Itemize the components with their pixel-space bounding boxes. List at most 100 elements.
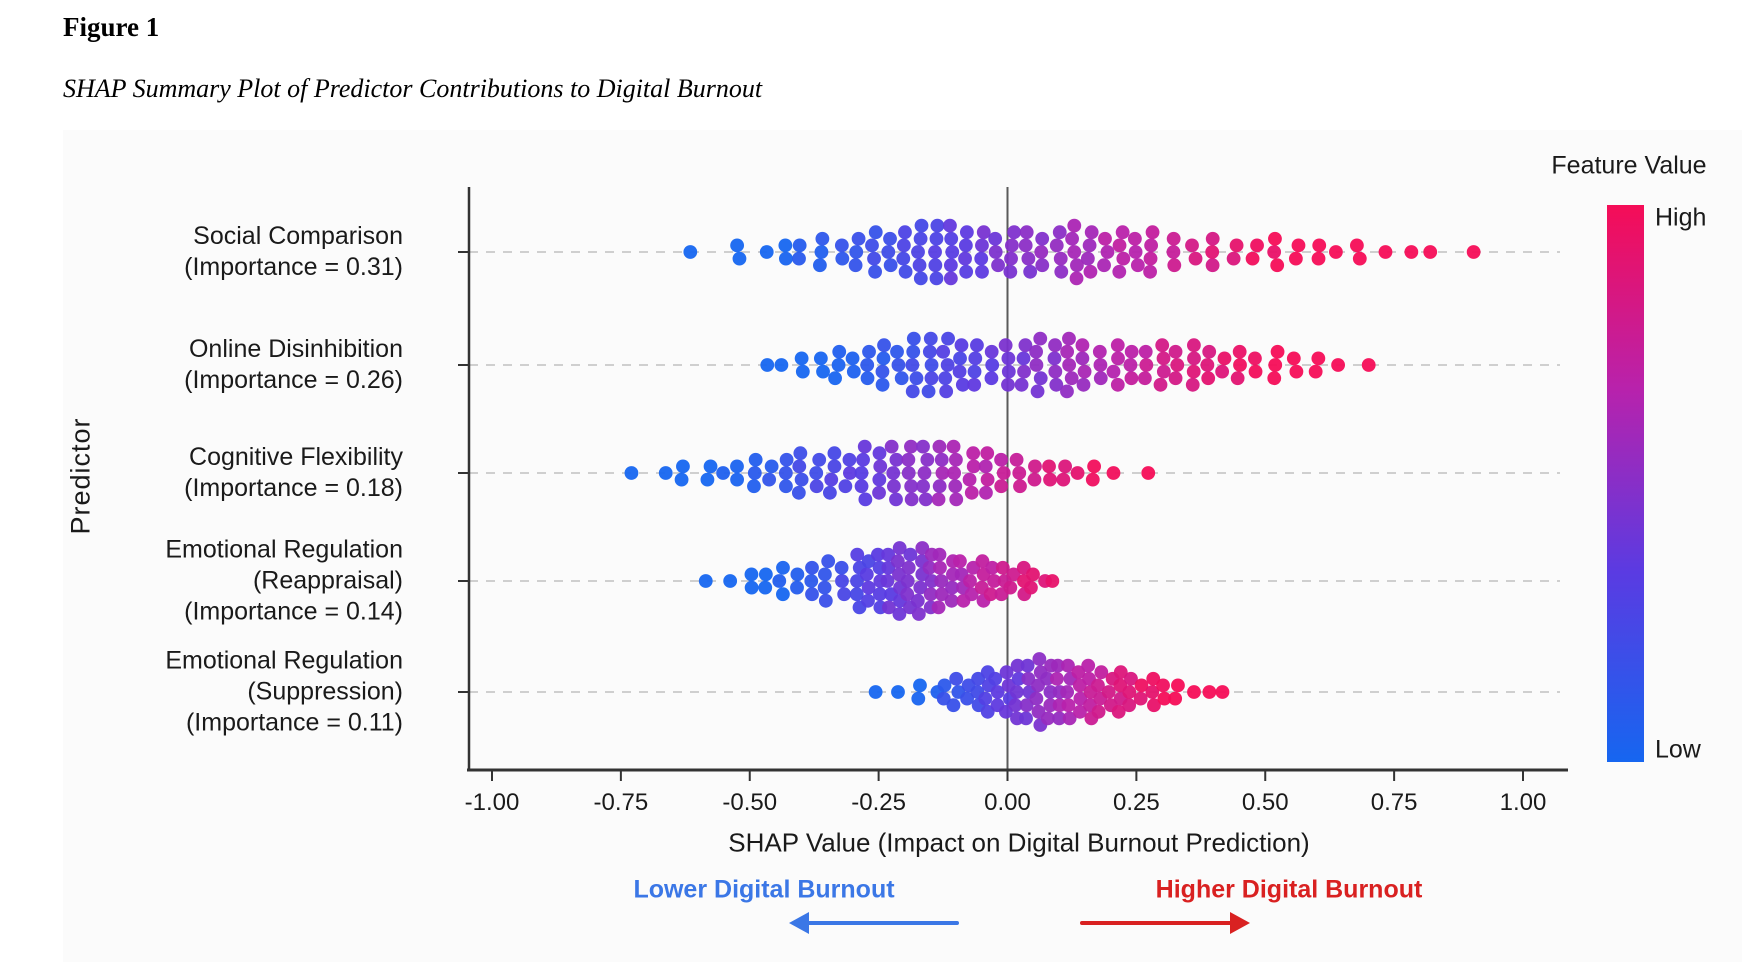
data-point <box>1466 245 1481 259</box>
data-point <box>968 351 983 366</box>
data-point <box>945 245 960 259</box>
data-point <box>1070 466 1085 480</box>
data-point <box>904 479 919 494</box>
data-point <box>1156 364 1171 379</box>
data-point <box>1028 459 1042 474</box>
data-point <box>1202 685 1217 699</box>
data-point <box>778 238 793 253</box>
data-point <box>1091 704 1106 719</box>
data-point <box>1004 251 1018 266</box>
data-point <box>1005 238 1019 253</box>
data-point <box>1082 238 1097 253</box>
data-point <box>889 492 903 507</box>
data-point <box>1267 371 1282 386</box>
data-point <box>904 492 919 507</box>
data-point <box>948 479 963 494</box>
data-point <box>1155 338 1170 353</box>
data-point <box>1052 225 1067 240</box>
data-point <box>985 560 1000 575</box>
data-point <box>1185 238 1199 253</box>
data-point <box>1147 698 1161 713</box>
data-point <box>794 351 809 366</box>
data-point <box>1024 580 1038 595</box>
data-point <box>1145 225 1160 240</box>
predictor-label-1: Online Disinhibition (Importance = 0.26) <box>63 334 403 396</box>
data-point <box>1205 258 1220 273</box>
data-point <box>1217 351 1232 366</box>
data-point <box>1312 238 1327 253</box>
data-point <box>1016 351 1031 366</box>
data-point <box>676 459 690 474</box>
predictor-label-line: (Importance = 0.26) <box>184 366 403 394</box>
data-point <box>959 225 974 240</box>
data-point <box>1017 364 1031 379</box>
data-point <box>932 439 947 454</box>
data-point <box>1060 685 1075 699</box>
data-point <box>881 600 896 615</box>
data-point <box>946 698 961 713</box>
data-point <box>1056 472 1071 487</box>
data-point <box>1311 251 1326 266</box>
data-point <box>1053 251 1068 266</box>
data-point <box>1033 331 1048 346</box>
data-point <box>1308 364 1323 379</box>
data-point <box>814 245 829 259</box>
data-point <box>955 377 970 392</box>
data-point <box>883 258 898 273</box>
data-point <box>1167 258 1182 273</box>
data-point <box>758 567 773 582</box>
data-point <box>1029 358 1044 372</box>
data-point <box>1061 658 1075 673</box>
data-point <box>916 479 930 494</box>
data-point <box>923 587 938 602</box>
data-point <box>1288 251 1303 266</box>
data-point <box>856 452 870 467</box>
data-point <box>1048 338 1062 353</box>
data-point <box>930 218 945 233</box>
data-point <box>1047 351 1062 366</box>
data-point <box>1202 344 1217 359</box>
data-point <box>1049 377 1064 392</box>
data-point <box>1035 231 1050 246</box>
data-point <box>834 560 849 575</box>
data-point <box>1097 258 1111 273</box>
data-point <box>1014 377 1029 392</box>
data-point <box>937 678 952 693</box>
data-point <box>1291 238 1306 253</box>
data-point <box>835 251 850 266</box>
data-point <box>1157 691 1172 706</box>
data-point <box>1166 231 1181 246</box>
data-point <box>1267 245 1282 259</box>
data-point <box>842 452 857 467</box>
data-point <box>929 271 944 286</box>
data-point <box>1080 251 1095 266</box>
data-point <box>960 691 974 706</box>
shap-figure: Predictor Social Comparison (Importance =… <box>63 130 1742 962</box>
data-point <box>703 459 718 474</box>
data-point <box>1112 238 1127 253</box>
data-point <box>1128 245 1143 259</box>
predictor-label-line: Social Comparison <box>193 222 403 250</box>
data-point <box>886 479 901 494</box>
data-point <box>949 452 963 467</box>
data-point <box>946 439 961 454</box>
data-point <box>1106 364 1121 379</box>
data-point <box>1073 691 1088 706</box>
data-point <box>998 338 1013 353</box>
data-point <box>1110 377 1125 392</box>
lower-burnout-annotation: Lower Digital Burnout <box>633 875 895 904</box>
data-point <box>905 358 920 372</box>
data-point <box>1073 704 1087 719</box>
data-point <box>1033 371 1048 386</box>
data-point <box>1029 344 1043 359</box>
data-point <box>1111 351 1125 366</box>
data-point <box>962 472 977 487</box>
data-point <box>1124 371 1139 386</box>
data-point <box>792 251 806 266</box>
data-point <box>936 691 951 706</box>
data-point <box>1060 384 1074 399</box>
data-point <box>1058 459 1073 474</box>
data-point <box>794 472 809 487</box>
figure-label: Figure 1 <box>63 12 160 42</box>
